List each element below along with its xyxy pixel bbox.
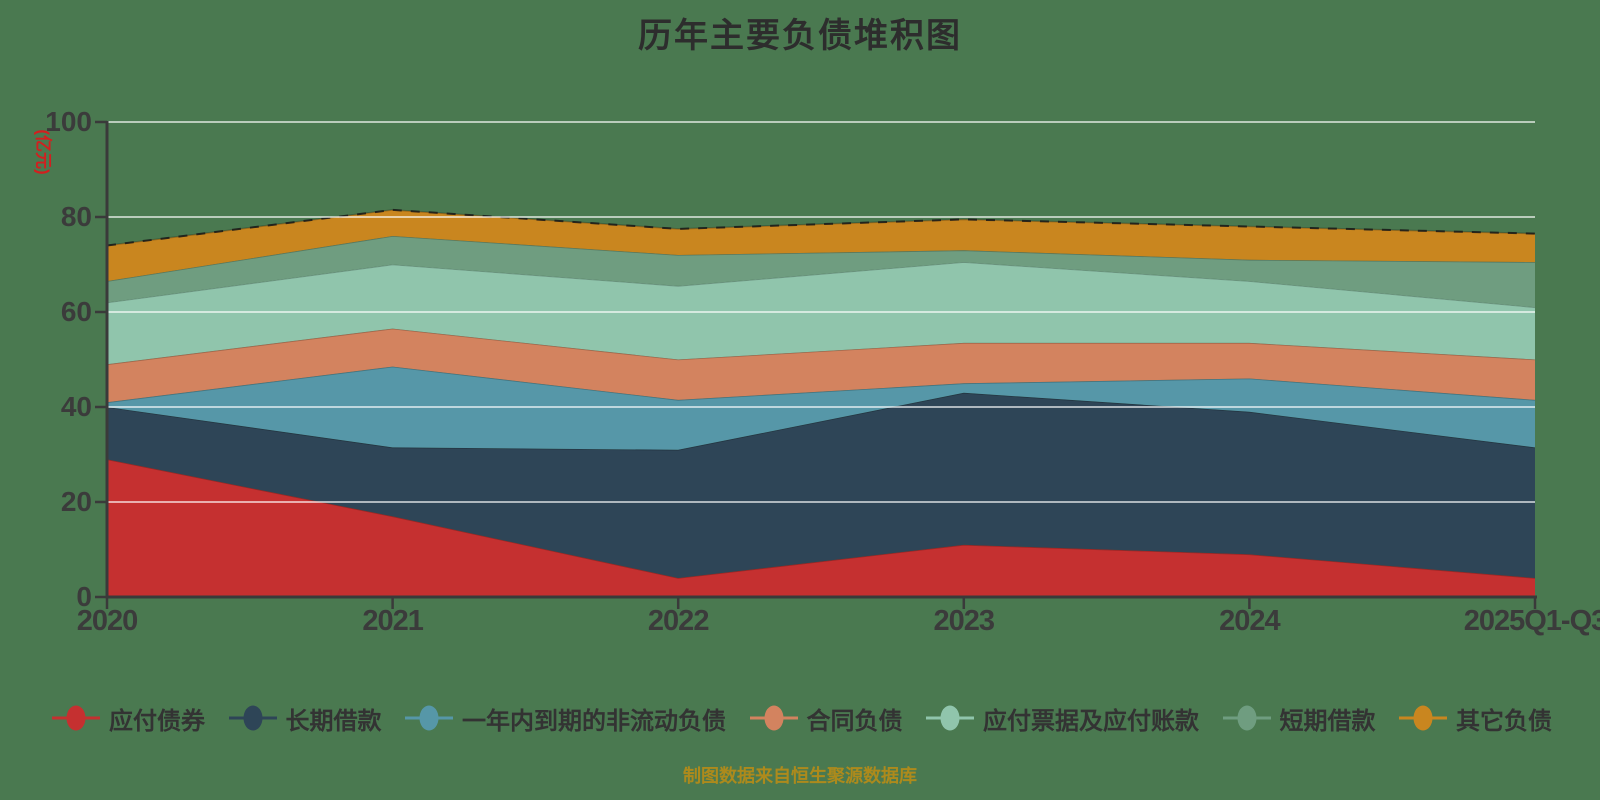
legend-marker-icon [52, 705, 100, 731]
legend-marker-icon [405, 705, 453, 731]
legend-item-6: 其它负债 [1399, 701, 1552, 736]
area-series-5 [107, 236, 1535, 308]
area-series-2 [107, 366, 1535, 450]
chart-title: 历年主要负债堆积图 [638, 17, 962, 55]
y-tick-label-40: 40 [60, 391, 92, 422]
stack-total-dashed-line [106, 208, 1536, 247]
x-tick-label-2025Q1-Q3: 2025Q1-Q3 [1463, 605, 1600, 637]
legend-label: 应付债券 [109, 707, 205, 735]
data-source-caption: 制图数据来自恒生聚源数据库 [683, 766, 917, 786]
y-tick-label-0: 0 [76, 581, 92, 612]
legend-marker-icon [1222, 705, 1271, 731]
legend-item-5: 短期借款 [1222, 701, 1376, 736]
legend-item-1: 长期借款 [228, 701, 382, 736]
area-series-6 [107, 209, 1535, 282]
legend-marker-icon [228, 705, 277, 731]
legend-item-4: 应付票据及应付账款 [926, 701, 1199, 736]
legend-label: 长期借款 [285, 707, 382, 735]
legend-item-2: 一年内到期的非流动负债 [405, 701, 726, 736]
x-tick-label-2020: 2020 [76, 605, 139, 637]
legend-label: 其它负债 [1456, 707, 1552, 735]
legend-label: 应付票据及应付账款 [983, 707, 1199, 735]
legend-item-3: 合同负债 [749, 701, 903, 736]
area-series-4 [107, 262, 1535, 365]
area-series-0 [107, 459, 1535, 597]
legend-label: 短期借款 [1279, 707, 1376, 735]
y-tick-label-60: 60 [60, 296, 92, 327]
legend-marker-icon [749, 705, 798, 731]
x-tick-label-2021: 2021 [362, 605, 424, 637]
y-tick-label-100: 100 [45, 106, 92, 137]
legend-item-0: 应付债券 [52, 701, 205, 736]
y-tick-label-80: 80 [60, 201, 92, 232]
legend-marker-icon [1399, 705, 1447, 731]
series-top-edge [106, 458, 1536, 579]
legend-marker-icon [926, 705, 974, 731]
legend-label: 合同负债 [806, 707, 903, 735]
x-tick-label-2024: 2024 [1219, 605, 1281, 637]
legend: 应付债券 长期借款 一年内到期的非流动负债 合同负债 应付票据及应付账款 短期借款 其它负债 [52, 696, 1552, 740]
legend-label: 一年内到期的非流动负债 [462, 707, 726, 735]
x-tick-label-2023: 2023 [933, 605, 996, 637]
area-series-1 [107, 392, 1535, 578]
area-series-3 [107, 328, 1535, 403]
y-tick-label-20: 20 [60, 486, 92, 517]
x-tick-label-2022: 2022 [647, 605, 710, 637]
